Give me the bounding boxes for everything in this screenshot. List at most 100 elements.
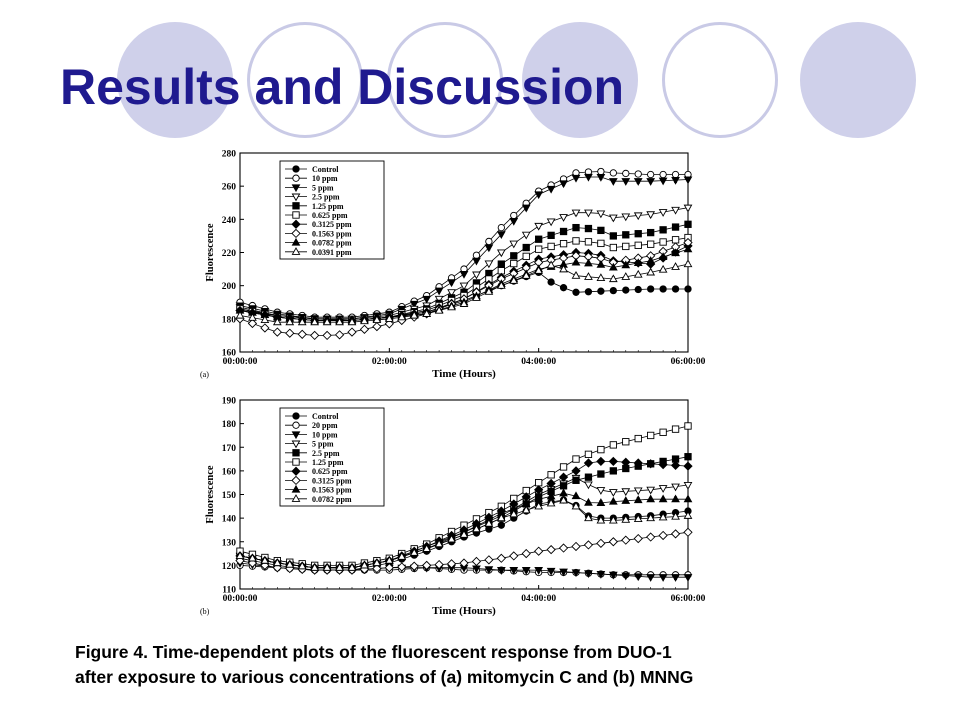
data-point <box>671 494 680 503</box>
data-point <box>484 244 494 253</box>
data-point <box>522 252 530 261</box>
data-point <box>484 555 494 565</box>
data-point <box>659 428 667 436</box>
data-point <box>596 538 606 548</box>
data-point <box>584 272 593 280</box>
data-point <box>292 202 300 210</box>
data-point <box>297 329 307 339</box>
data-point <box>646 574 656 582</box>
x-tick-label: 06:00:00 <box>671 357 706 367</box>
data-point <box>546 260 556 269</box>
data-point <box>596 173 606 182</box>
data-point <box>633 495 643 504</box>
legend-label: 5 ppm <box>312 183 334 192</box>
x-tick-label: 02:00:00 <box>372 357 407 367</box>
data-point <box>496 249 506 258</box>
data-point <box>471 556 482 567</box>
data-point <box>360 560 369 569</box>
data-point <box>633 514 643 522</box>
data-point <box>434 539 444 548</box>
data-point <box>372 321 382 332</box>
data-point <box>291 484 301 493</box>
data-point <box>683 511 693 519</box>
legend-label: 20 ppm <box>312 421 338 430</box>
data-point <box>558 472 569 482</box>
deco-circle <box>117 22 233 138</box>
data-point <box>670 529 681 539</box>
data-point <box>292 211 300 219</box>
data-point <box>292 174 300 182</box>
deco-circle <box>522 22 638 138</box>
data-point <box>260 315 270 323</box>
y-tick-label: 160 <box>222 467 237 477</box>
data-point <box>634 285 642 294</box>
y-tick-label: 150 <box>222 491 237 501</box>
chart-b-svg: 110 120 130 140 150 160 170 180 190 00:00:00 02:00… <box>200 397 706 618</box>
data-point <box>521 204 531 213</box>
x-tick-label: 00:00:00 <box>223 357 258 367</box>
data-point <box>521 567 531 575</box>
data-point <box>447 289 456 298</box>
data-point <box>572 288 580 296</box>
deco-circle <box>662 22 778 138</box>
data-point <box>571 569 581 578</box>
data-point <box>484 260 494 269</box>
data-point <box>559 495 568 504</box>
data-point <box>584 497 593 506</box>
data-point <box>596 210 606 219</box>
legend-label: 5 ppm <box>312 440 334 449</box>
data-point <box>397 562 407 572</box>
caption-line-2: after exposure to various concentrations… <box>75 667 694 687</box>
data-point <box>646 211 656 220</box>
x-tick-label: 04:00:00 <box>521 357 556 367</box>
data-point <box>272 327 282 337</box>
data-point <box>291 184 301 193</box>
y-tick-label: 220 <box>222 249 237 259</box>
data-point <box>446 559 457 569</box>
data-point <box>609 286 617 295</box>
x-axis-label: Time (Hours) <box>432 605 496 617</box>
data-point <box>484 287 494 295</box>
data-point <box>397 551 407 560</box>
legend-label: 1.25 ppm <box>312 458 344 467</box>
data-point <box>683 481 693 490</box>
panel-label: (a) <box>200 370 209 379</box>
data-point <box>683 527 693 537</box>
data-point <box>521 270 531 279</box>
data-point <box>509 217 519 226</box>
data-point <box>670 460 681 470</box>
data-point <box>596 498 606 506</box>
y-axis-label: Fluorescence <box>205 223 216 281</box>
data-point <box>684 220 692 228</box>
data-point <box>310 317 320 326</box>
data-point <box>559 180 568 189</box>
data-point <box>447 302 456 311</box>
data-point <box>609 232 617 240</box>
data-point <box>559 240 568 248</box>
data-point <box>384 563 394 573</box>
data-point <box>683 461 693 471</box>
data-point <box>472 271 481 280</box>
data-point <box>434 287 444 296</box>
data-point <box>622 286 630 294</box>
data-point <box>622 231 630 239</box>
data-point <box>459 529 469 538</box>
data-point <box>260 323 270 333</box>
data-point <box>622 438 630 446</box>
data-point <box>409 548 419 556</box>
data-point <box>372 563 382 574</box>
data-point <box>621 496 631 504</box>
data-point <box>671 483 680 492</box>
chart-panel-b: 110 120 130 140 150 160 170 180 190 00:00:00 02:00… <box>198 392 718 622</box>
data-point <box>534 546 544 556</box>
data-point <box>496 231 506 239</box>
data-point <box>646 178 656 186</box>
data-point <box>310 563 320 571</box>
data-point <box>608 515 618 524</box>
data-point <box>359 324 370 334</box>
data-point <box>434 295 444 304</box>
data-point <box>583 540 594 550</box>
data-point <box>409 561 419 571</box>
data-point <box>596 515 606 524</box>
data-point <box>291 494 301 502</box>
